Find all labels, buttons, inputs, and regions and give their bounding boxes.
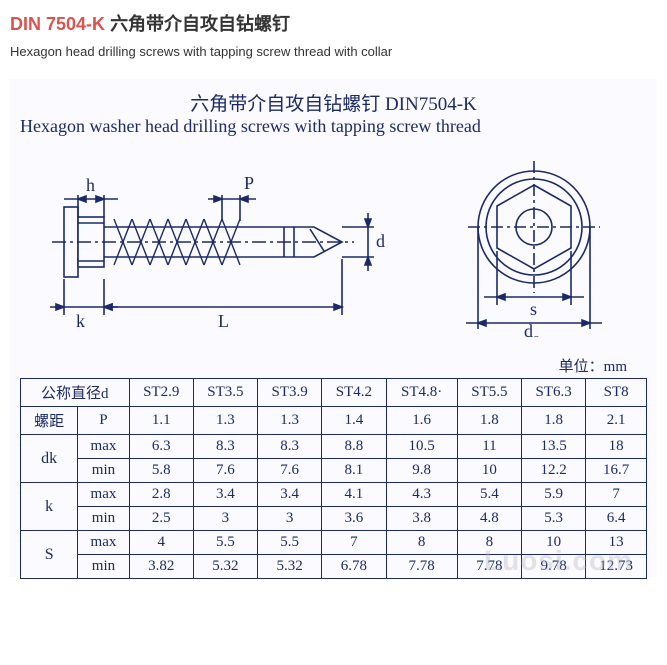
dim-k-label: k [76,311,85,331]
cell-dk-max-3: 8.8 [322,435,386,459]
drawing-row: h P d k [20,147,647,337]
standard-code: DIN 7504-K [10,14,105,34]
cell-k-max-0: 2.8 [129,483,193,507]
cell-k-max-6: 5.9 [522,483,586,507]
cell-k-min-3: 3.6 [322,507,386,531]
row-k-max: max [78,483,129,507]
cell-k-max-3: 4.1 [322,483,386,507]
subtitle-english: Hexagon head drilling screws with tappin… [10,44,657,59]
size-col-1: ST3.5 [193,379,257,407]
dim-d-label: d [376,231,385,251]
cell-dk-max-7: 18 [586,435,647,459]
cell-dk-min-6: 12.2 [522,459,586,483]
cell-k-max-1: 3.4 [193,483,257,507]
header-d: 公称直径d [21,379,130,407]
pitch-6: 1.8 [522,407,586,435]
cell-S-min-1: 5.32 [193,555,257,579]
row-S-min: min [78,555,129,579]
cell-S-min-5: 7.78 [457,555,521,579]
size-col-7: ST8 [586,379,647,407]
title-chinese: 六角带介自攻自钻螺钉 [110,14,290,34]
cell-dk-min-2: 7.6 [258,459,322,483]
row-dk-max: max [78,435,129,459]
figure-caption-cn: 六角带介自攻自钻螺钉 DIN7504-K [20,89,647,116]
dim-s-label: s [530,299,537,319]
cell-S-max-6: 10 [522,531,586,555]
row-pitch-sym: P [78,407,129,435]
cell-k-max-5: 5.4 [457,483,521,507]
cell-dk-min-4: 9.8 [386,459,457,483]
cell-k-max-2: 3.4 [258,483,322,507]
screw-side-view: h P d k [34,147,414,337]
group-k: k [21,483,78,531]
row-pitch-label: 螺距 [21,407,78,435]
cell-S-max-1: 5.5 [193,531,257,555]
cell-dk-max-5: 11 [457,435,521,459]
figure-area: 六角带介自攻自钻螺钉 DIN7504-K Hexagon washer head… [10,79,657,577]
dim-dc-sub: c [533,330,539,337]
screw-front-view: s dc [444,147,634,337]
cell-dk-min-3: 8.1 [322,459,386,483]
cell-S-max-0: 4 [129,531,193,555]
pitch-7: 2.1 [586,407,647,435]
cell-dk-min-1: 7.6 [193,459,257,483]
spec-table: 公称直径dST2.9ST3.5ST3.9ST4.2ST4.8·ST5.5ST6.… [20,378,647,579]
size-col-5: ST5.5 [457,379,521,407]
cell-k-max-7: 7 [586,483,647,507]
cell-S-min-7: 12.73 [586,555,647,579]
size-col-2: ST3.9 [258,379,322,407]
cell-S-min-6: 9.78 [522,555,586,579]
cell-S-max-4: 8 [386,531,457,555]
dim-h-label: h [86,175,95,195]
dim-p-label: P [244,173,254,193]
page-title: DIN 7504-K 六角带介自攻自钻螺钉 [10,10,657,36]
group-S: S [21,531,78,579]
pitch-4: 1.6 [386,407,457,435]
cell-S-max-2: 5.5 [258,531,322,555]
cell-S-min-0: 3.82 [129,555,193,579]
figure-caption-en: Hexagon washer head drilling screws with… [20,116,647,137]
row-S-max: max [78,531,129,555]
cell-k-min-4: 3.8 [386,507,457,531]
cell-k-min-2: 3 [258,507,322,531]
cell-dk-max-6: 13.5 [522,435,586,459]
cell-S-min-3: 6.78 [322,555,386,579]
size-col-4: ST4.8· [386,379,457,407]
size-col-3: ST4.2 [322,379,386,407]
cell-k-min-7: 6.4 [586,507,647,531]
cell-S-min-4: 7.78 [386,555,457,579]
row-k-min: min [78,507,129,531]
dim-dc-label: d [524,321,533,337]
size-col-6: ST6.3 [522,379,586,407]
cell-k-min-0: 2.5 [129,507,193,531]
cell-dk-max-0: 6.3 [129,435,193,459]
cell-S-min-2: 5.32 [258,555,322,579]
cell-dk-max-2: 8.3 [258,435,322,459]
cell-dk-min-0: 5.8 [129,459,193,483]
unit-label: 单位：mm [20,355,647,376]
row-dk-min: min [78,459,129,483]
pitch-0: 1.1 [129,407,193,435]
pitch-1: 1.3 [193,407,257,435]
pitch-3: 1.4 [322,407,386,435]
cell-dk-min-5: 10 [457,459,521,483]
cell-k-min-1: 3 [193,507,257,531]
pitch-5: 1.8 [457,407,521,435]
size-col-0: ST2.9 [129,379,193,407]
cell-S-max-7: 13 [586,531,647,555]
group-dk: dk [21,435,78,483]
pitch-2: 1.3 [258,407,322,435]
cell-dk-max-1: 8.3 [193,435,257,459]
cell-dk-min-7: 16.7 [586,459,647,483]
cell-S-max-5: 8 [457,531,521,555]
dim-L-label: L [218,311,229,331]
cell-S-max-3: 7 [322,531,386,555]
cell-dk-max-4: 10.5 [386,435,457,459]
cell-k-min-6: 5.3 [522,507,586,531]
cell-k-max-4: 4.3 [386,483,457,507]
cell-k-min-5: 4.8 [457,507,521,531]
